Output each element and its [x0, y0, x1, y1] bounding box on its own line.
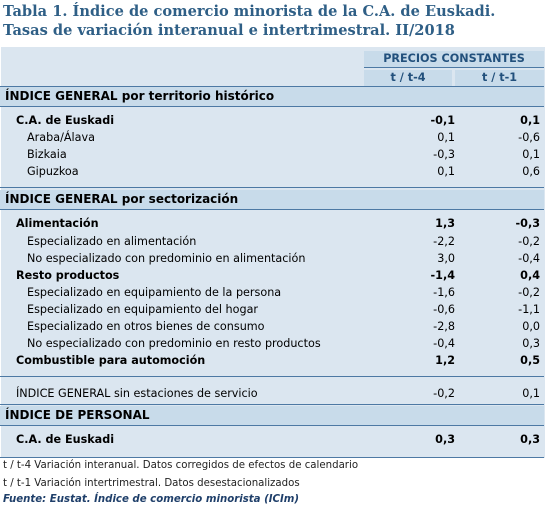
rule — [0, 187, 544, 188]
section-sectorizacion: ÍNDICE GENERAL por sectorización — [0, 190, 544, 209]
rule — [0, 106, 544, 107]
row-value-intertrimestral: 0,3 — [522, 337, 540, 350]
section-territorio-label: ÍNDICE GENERAL por territorio histórico — [5, 89, 275, 103]
row-label: Resto productos — [16, 269, 120, 282]
row-value-interanual: 3,0 — [437, 252, 455, 265]
row-label: Especializado en equipamiento de la pers… — [27, 286, 282, 299]
table-title: Tabla 1. Índice de comercio minorista de… — [3, 2, 543, 40]
title-line-1: Tabla 1. Índice de comercio minorista de… — [3, 3, 496, 20]
row-value-interanual: 1,2 — [435, 354, 455, 367]
row-label: Alimentación — [16, 217, 99, 230]
row-label: Gipuzkoa — [27, 165, 79, 178]
title-line-2: Tasas de variación interanual e intertri… — [3, 22, 455, 39]
note-intertrimestral: t / t-1 Variación intertrimestral. Datos… — [3, 478, 300, 489]
row-label: Especializado en equipamiento del hogar — [27, 303, 259, 316]
rule — [0, 425, 544, 426]
row-value-intertrimestral: 0,1 — [520, 114, 540, 127]
row-value-intertrimestral: 0,1 — [522, 148, 540, 161]
row-label: C.A. de Euskadi — [16, 114, 115, 127]
section-personal-label: ÍNDICE DE PERSONAL — [5, 408, 150, 422]
row-value-intertrimestral: 0,6 — [522, 165, 540, 178]
row-value-intertrimestral: -0,3 — [515, 217, 540, 230]
row-value-interanual: 0,3 — [435, 433, 455, 446]
row-label: Especializado en otros bienes de consumo — [27, 320, 265, 333]
header-rule — [364, 67, 544, 68]
row-label: Combustible para automoción — [16, 354, 206, 367]
row-value-intertrimestral: -0,6 — [518, 131, 540, 144]
row-value-intertrimestral: 0,5 — [520, 354, 540, 367]
row-value-intertrimestral: -0,2 — [518, 235, 540, 248]
row-value-intertrimestral: -0,2 — [518, 286, 540, 299]
rule — [0, 404, 544, 405]
section-personal: ÍNDICE DE PERSONAL — [0, 406, 544, 425]
row-value-interanual: -1,4 — [430, 269, 455, 282]
note-interanual: t / t-4 Variación interanual. Datos corr… — [3, 460, 359, 471]
row-value-interanual: 0,1 — [437, 165, 455, 178]
row-value-intertrimestral: 0,1 — [522, 387, 540, 400]
row-label: Bizkaia — [27, 148, 67, 161]
rule — [0, 86, 544, 87]
row-value-interanual: -2,8 — [433, 320, 455, 333]
row-value-interanual: 0,1 — [437, 131, 455, 144]
row-value-interanual: -0,3 — [433, 148, 455, 161]
rule — [0, 376, 544, 377]
row-label: Especializado en alimentación — [27, 235, 197, 248]
data-table — [1, 47, 545, 458]
row-value-intertrimestral: -1,1 — [518, 303, 540, 316]
row-value-interanual: -0,2 — [433, 387, 455, 400]
row-value-intertrimestral: 0,4 — [520, 269, 540, 282]
row-label: ÍNDICE GENERAL sin estaciones de servici… — [16, 387, 258, 400]
source-note: Fuente: Eustat. Índice de comercio minor… — [3, 494, 300, 505]
rule — [0, 209, 544, 210]
section-sectorizacion-label: ÍNDICE GENERAL por sectorización — [5, 192, 239, 206]
header-col-interanual: t / t-4 — [364, 70, 452, 86]
row-value-intertrimestral: 0,0 — [522, 320, 540, 333]
row-value-interanual: -0,6 — [433, 303, 455, 316]
row-label: C.A. de Euskadi — [16, 433, 115, 446]
row-label: No especializado con predominio en resto… — [27, 337, 321, 350]
row-label: Araba/Álava — [27, 131, 95, 144]
header-col-intertrimestral: t / t-1 — [455, 70, 544, 86]
row-label: No especializado con predominio en alime… — [27, 252, 306, 265]
row-value-interanual: -0,1 — [430, 114, 455, 127]
row-value-intertrimestral: -0,4 — [518, 252, 540, 265]
row-value-interanual: -1,6 — [433, 286, 455, 299]
row-value-interanual: -0,4 — [433, 337, 455, 350]
rule — [0, 457, 544, 458]
row-value-interanual: 1,3 — [435, 217, 455, 230]
row-value-intertrimestral: 0,3 — [520, 433, 540, 446]
row-value-interanual: -2,2 — [433, 235, 455, 248]
header-precios-constantes: PRECIOS CONSTANTES — [364, 51, 544, 67]
section-territorio: ÍNDICE GENERAL por territorio histórico — [0, 87, 544, 106]
